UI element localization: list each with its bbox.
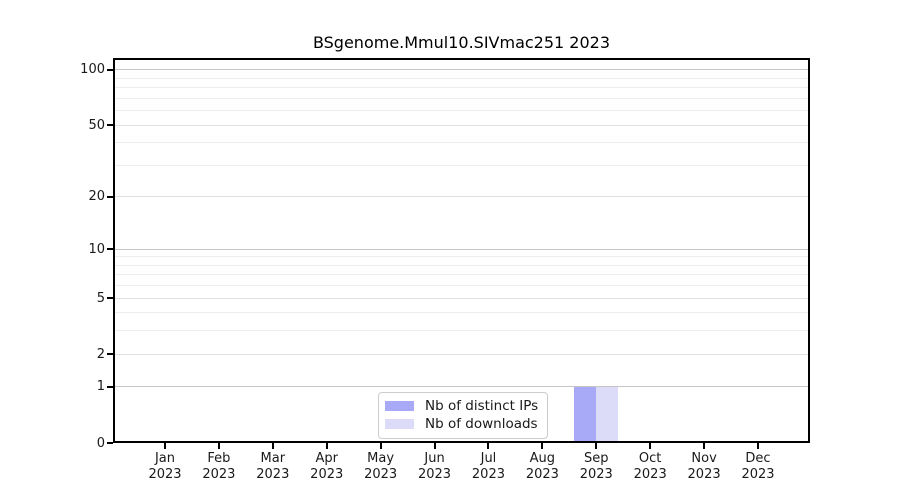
y-tick-label: 2 [96,346,105,362]
y-tick [107,353,113,356]
gridline-10 [113,248,810,250]
x-tick-label: Nov 2023 [676,451,732,483]
x-tick [703,443,706,449]
x-tick-month: Apr [315,451,338,466]
x-tick [271,443,274,449]
x-tick-month: May [367,451,395,466]
y-tick-label: 100 [80,62,105,78]
x-tick-year: 2023 [633,467,667,482]
legend-label-distinct-ips: Nb of distinct IPs [425,398,539,414]
x-tick [649,443,652,449]
gridline-minor [113,312,810,314]
gridline-minor [113,274,810,276]
legend-label-downloads: Nb of downloads [425,416,538,432]
gridline-minor [113,77,810,79]
x-tick [487,443,490,449]
legend-item-distinct-ips: Nb of distinct IPs [385,397,547,415]
x-tick-year: 2023 [579,467,613,482]
y-tick [107,442,113,444]
x-tick-label: Jun 2023 [407,451,463,483]
gridline-2 [113,353,810,355]
legend-swatch-downloads [385,419,414,429]
bar-nb-of-distinct-ips [574,386,597,443]
x-tick-year: 2023 [148,467,182,482]
chart-title: BSgenome.Mmul10.SIVmac251 2023 [312,33,611,52]
gridline-5 [113,297,810,299]
x-tick-year: 2023 [687,467,721,482]
x-tick [164,443,166,449]
y-tick [107,124,113,127]
bar-nb-of-downloads [596,386,619,443]
x-tick-label: Jul 2023 [460,451,516,483]
x-tick-label: Aug 2023 [514,451,570,483]
x-tick-label: Jan 2023 [137,451,193,483]
y-tick [107,68,113,71]
gridline-minor [113,164,810,166]
x-tick-month: Feb [207,451,231,466]
x-tick [433,443,436,449]
x-tick-year: 2023 [741,467,775,482]
x-tick-year: 2023 [525,467,559,482]
y-tick [107,385,113,388]
y-tick-label: 50 [88,117,105,133]
x-tick-year: 2023 [310,467,344,482]
gridline-50 [113,124,810,126]
gridline-minor [113,264,810,266]
legend: Nb of distinct IPs Nb of downloads [378,392,548,439]
x-tick-month: Jan [154,451,176,466]
x-tick-year: 2023 [417,467,452,482]
gridline-20 [113,196,810,198]
legend-swatch-distinct-ips [385,401,414,411]
legend-item-downloads: Nb of downloads [385,415,547,433]
gridline-minor [113,285,810,287]
x-tick-label: Mar 2023 [245,451,301,483]
gridline-minor [113,97,810,99]
y-tick-label: 0 [96,435,105,451]
x-tick-label: May 2023 [353,451,409,483]
x-tick-month: Aug [529,451,556,466]
x-tick-label: Feb 2023 [191,451,247,483]
plot-area [113,58,810,443]
gridline-minor [113,87,810,89]
x-tick-label: Oct 2023 [622,451,678,483]
x-tick [379,443,382,449]
y-tick-label: 20 [88,189,105,205]
x-tick-month: Jul [480,451,497,466]
x-tick-year: 2023 [471,467,505,482]
x-tick-month: Dec [745,451,771,466]
gridline-minor [113,330,810,332]
gridline-minor [113,256,810,258]
x-tick [217,443,220,449]
x-tick-year: 2023 [202,467,236,482]
y-tick-label: 5 [96,290,105,306]
x-tick-label: Apr 2023 [299,451,355,483]
x-tick [325,443,328,449]
x-tick [757,443,759,449]
y-tick [107,195,113,198]
x-tick-label: Sep 2023 [568,451,624,483]
x-tick-year: 2023 [256,467,290,482]
x-tick-month: Oct [638,451,662,466]
y-tick [107,297,113,300]
gridline-minor [113,110,810,112]
x-tick-month: Jun [424,451,445,466]
gridline-100 [113,69,810,71]
x-tick [541,443,544,449]
x-tick-month: Nov [691,451,717,466]
x-tick [595,443,598,449]
gridline-1 [113,386,810,388]
x-tick-label: Dec 2023 [730,451,786,483]
x-tick-month: Sep [584,451,609,466]
y-tick-label: 1 [96,379,105,395]
y-tick [107,248,113,251]
y-tick-label: 10 [88,241,105,257]
x-tick-month: Mar [260,451,286,466]
x-tick-year: 2023 [364,467,398,482]
gridline-minor [113,142,810,144]
